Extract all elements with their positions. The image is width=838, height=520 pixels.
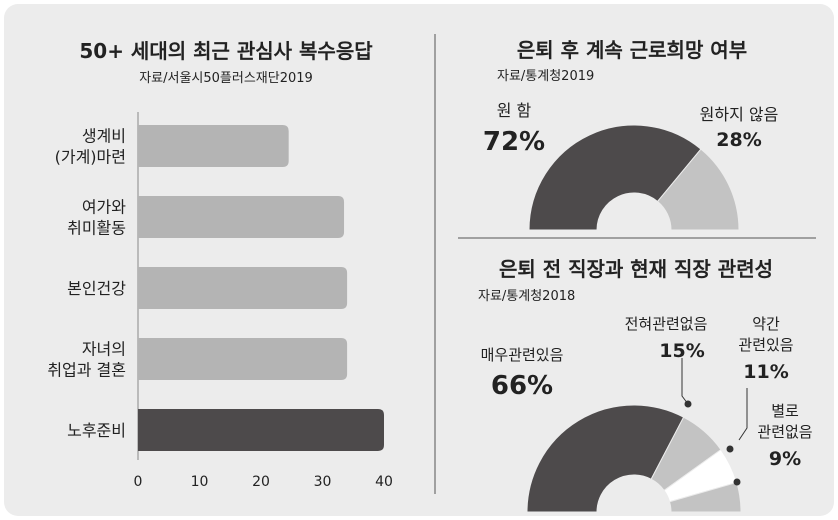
donut2-source: 자료/통계청2018 <box>478 289 575 304</box>
donut2-label-3-line1: 별로 <box>771 402 799 420</box>
donut2-label-3-line2: 관련없음 <box>757 423 812 441</box>
donut2-value-0: 66% <box>491 371 553 401</box>
donut2-label-2-line1: 약간 <box>752 315 780 333</box>
donut1-label-0: 원 함 <box>497 101 532 120</box>
donut2-slice-3 <box>668 481 742 513</box>
donut1-source: 자료/통계청2019 <box>497 69 594 84</box>
bar-category-label-1-0: 여가와 <box>82 198 126 217</box>
bar-category-label-4-0: 노후준비 <box>67 421 126 440</box>
bar-category-label-2-0: 본인건강 <box>67 279 126 298</box>
bar-category-label-0-1: (가계)마련 <box>55 148 126 167</box>
infographic-svg: 50+ 세대의 최근 관심사 복수응답 자료/서울시50플러스재단2019 생계… <box>47 34 816 513</box>
bar-x-tick-4: 40 <box>375 474 393 490</box>
donut2-value-2: 11% <box>743 361 788 383</box>
donut1-value-1: 28% <box>716 129 761 151</box>
donut2-slice-0 <box>526 404 685 513</box>
infographic-panel: 50+ 세대의 최근 관심사 복수응답 자료/서울시50플러스재단2019 생계… <box>4 4 834 516</box>
donut1-value-0: 72% <box>483 127 545 157</box>
donut1-title: 은퇴 후 계속 근로희망 여부 <box>517 38 747 62</box>
donut2-leader-dot-2 <box>726 445 734 453</box>
bar-1 <box>138 196 345 238</box>
donut2-label-1: 전혀관련없음 <box>625 315 708 333</box>
bar-category-label-3-1: 취업과 결혼 <box>47 361 126 380</box>
donut2-leader-dot-1 <box>684 400 692 408</box>
donut2-leader-1 <box>681 358 689 405</box>
donut1-label-1: 원하지 않음 <box>700 105 779 124</box>
donut2-value-3: 9% <box>769 448 801 470</box>
donut1-slice-1 <box>656 148 740 231</box>
bar-chart-title: 50+ 세대의 최근 관심사 복수응답 <box>79 39 373 63</box>
donut1-slice-0 <box>528 124 702 231</box>
donut2-label-2-line2: 관련있음 <box>738 336 793 354</box>
bar-x-tick-3: 30 <box>314 474 332 490</box>
donut2-leader-dot-3 <box>733 478 741 486</box>
bar-x-tick-1: 10 <box>191 474 209 490</box>
donut2-leader-2 <box>738 388 748 441</box>
donut2-label-0: 매우관련있음 <box>481 346 564 364</box>
bar-0 <box>138 125 289 167</box>
donut2-value-1: 15% <box>659 340 704 362</box>
bar-4 <box>138 409 384 451</box>
donut2-title: 은퇴 전 직장과 현재 직장 관련성 <box>499 257 773 281</box>
bar-x-tick-0: 0 <box>134 474 143 490</box>
bar-2 <box>138 267 348 309</box>
bar-category-label-0-0: 생계비 <box>82 127 126 146</box>
bar-category-label-3-0: 자녀의 <box>82 340 126 359</box>
bar-chart-source: 자료/서울시50플러스재단2019 <box>139 71 313 86</box>
bar-x-tick-2: 20 <box>252 474 270 490</box>
bar-category-label-1-1: 취미활동 <box>67 219 126 238</box>
bar-3 <box>138 338 348 380</box>
